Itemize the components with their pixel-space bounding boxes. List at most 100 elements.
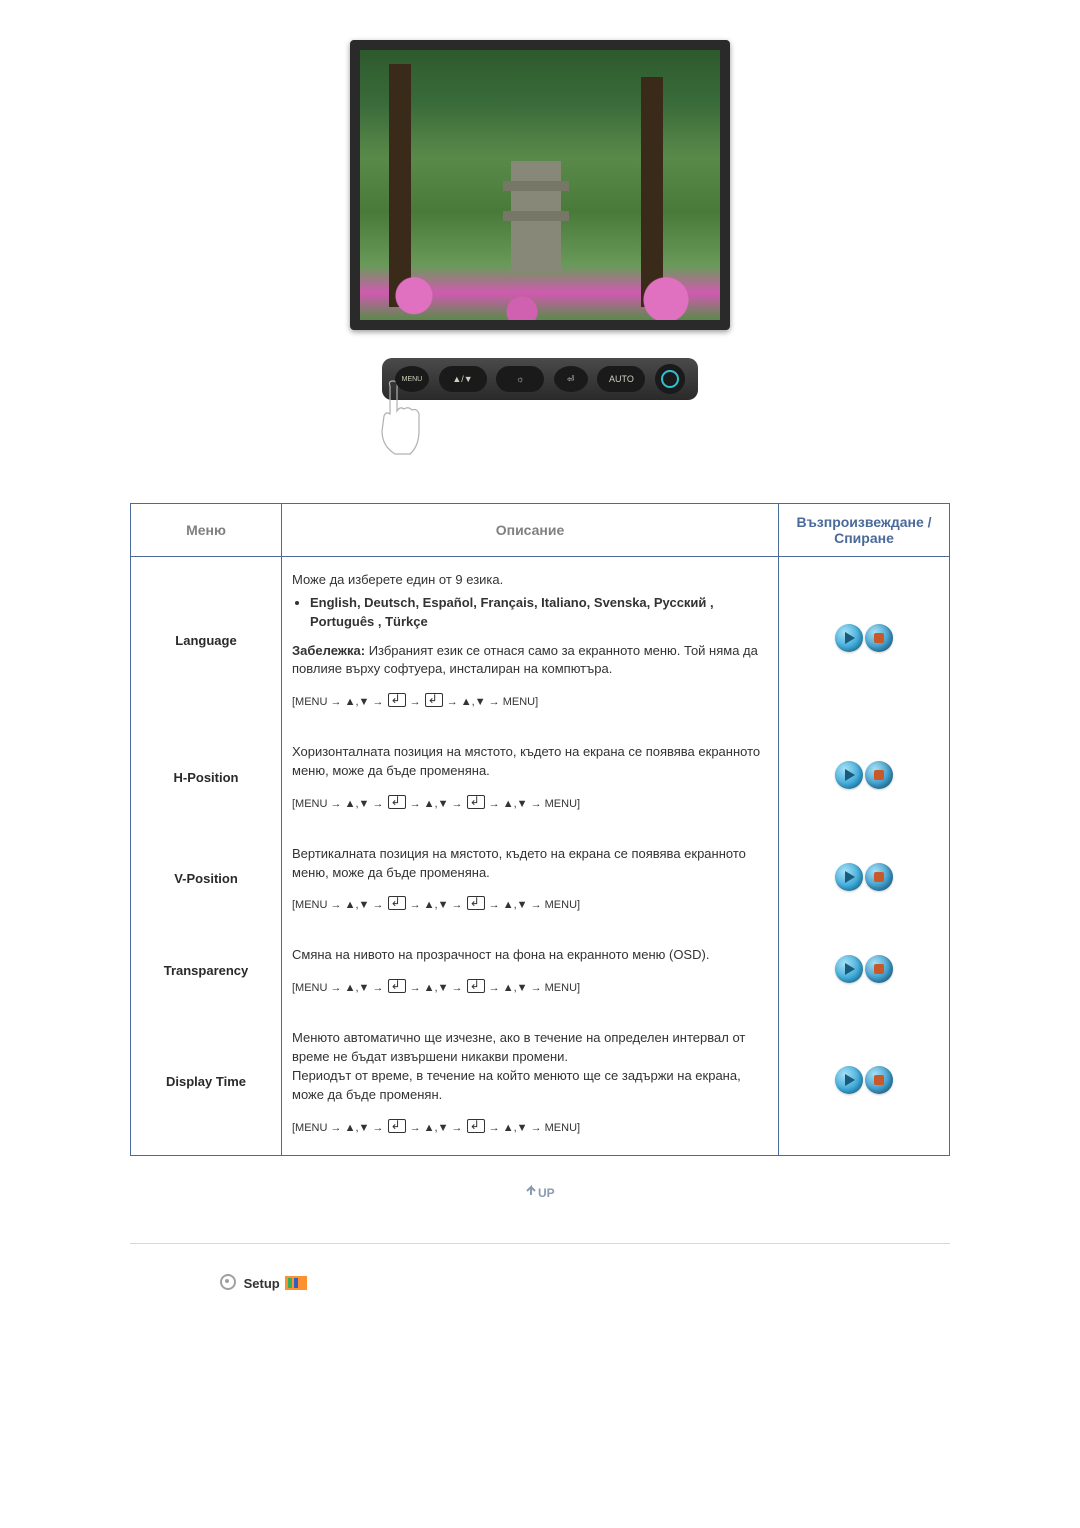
path-seg: → ▲,▼ → [407,798,466,810]
col-menu: Меню [131,504,282,557]
path-seg: → ▲,▼ → MENU] [486,1122,581,1134]
nav-path: [MENU → ▲,▼ → → ▲,▼ → → ▲,▼ → MENU] [292,795,768,813]
brightness-icon: ☼ [516,374,524,384]
table-row: H-Position Хоризонталната позиция на мяс… [131,729,950,831]
play-stop-cell [779,557,950,730]
flowers [360,239,720,320]
updown-button[interactable]: ▲/▼ [439,366,487,392]
path-seg: → ▲,▼ → MENU] [486,982,581,994]
table-row: V-Position Вертикалната позиция на място… [131,831,950,933]
path-seg: ▲,▼ → [345,1122,387,1134]
enter-icon [467,795,485,809]
path-seg: → [407,696,424,708]
enter-icon [425,693,443,707]
nav-path: [MENU → ▲,▼ → → ▲,▼ → → ▲,▼ → MENU] [292,1119,768,1137]
play-button[interactable] [835,863,863,891]
play-stop-cell [779,932,950,1015]
enter-icon [388,693,406,707]
enter-icon [467,979,485,993]
col-description: Описание [282,504,779,557]
menu-name: V-Position [131,831,282,933]
desc-text: Смяна на нивото на прозрачност на фона н… [292,946,768,965]
menu-name: Transparency [131,932,282,1015]
desc-text: Може да изберете един от 9 езика. [292,571,768,590]
path-seg: ▲,▼ → [345,798,387,810]
divider [130,1243,950,1244]
menu-desc: Вертикалната позиция на мястото, където … [282,831,779,933]
monitor-preview [130,40,950,333]
menu-name: Display Time [131,1015,282,1155]
table-row: Display Time Менюто автоматично ще изчез… [131,1015,950,1155]
monitor-frame [350,40,730,330]
play-stop-cell [779,729,950,831]
monitor-photo [360,50,720,320]
setup-swatch-icon [285,1276,307,1290]
enter-icon [467,896,485,910]
path-seg: → ▲,▼ → MENU] [444,696,539,708]
updown-label: ▲/▼ [452,374,472,384]
desc-text: Вертикалната позиция на мястото, където … [292,845,768,883]
menu-desc: Може да изберете един от 9 езика. Englis… [282,557,779,730]
stop-button[interactable] [865,624,893,652]
path-seg: → ▲,▼ → MENU] [486,798,581,810]
play-button[interactable] [835,761,863,789]
nav-path: [MENU → ▲,▼ → → ▲,▼ → → ▲,▼ → MENU] [292,979,768,997]
nav-path: [MENU → ▲,▼ → → → ▲,▼ → MENU] [292,693,768,711]
enter-icon [388,979,406,993]
enter-icon [388,1119,406,1133]
desc-note: Забележка: Избраният език се отнася само… [292,642,768,680]
desc-text: Хоризонталната позиция на мястото, къдет… [292,743,768,781]
path-seg: ▲,▼ → [345,982,387,994]
path-seg: [MENU → [292,696,345,708]
enter-icon [467,1119,485,1133]
path-seg: → ▲,▼ → [407,982,466,994]
setup-section-header: Setup [130,1274,950,1291]
play-stop-cell [779,1015,950,1155]
menu-desc: Смяна на нивото на прозрачност на фона н… [282,932,779,1015]
languages-list: English, Deutsch, Español, Français, Ita… [310,594,768,632]
stop-button[interactable] [865,863,893,891]
table-row: Language Може да изберете един от 9 език… [131,557,950,730]
enter-icon-label: ⏎ [567,374,575,385]
play-stop-cell [779,831,950,933]
power-button[interactable] [655,364,685,394]
up-icon: UP [523,1181,557,1203]
menu-desc: Менюто автоматично ще изчезне, ако в теч… [282,1015,779,1155]
stop-button[interactable] [865,761,893,789]
stop-button[interactable] [865,1066,893,1094]
play-button[interactable] [835,624,863,652]
path-seg: ▲,▼ → [345,899,387,911]
bullet-icon [220,1274,236,1290]
up-label: UP [538,1186,555,1200]
path-seg: [MENU → [292,899,345,911]
menu-desc: Хоризонталната позиция на мястото, къдет… [282,729,779,831]
path-seg: → ▲,▼ → MENU] [486,899,581,911]
path-seg: [MENU → [292,798,345,810]
menu-name: H-Position [131,729,282,831]
menu-button-label: MENU [402,376,423,383]
auto-button[interactable]: AUTO [597,366,645,392]
table-row: Transparency Смяна на нивото на прозрачн… [131,932,950,1015]
monitor-controls: MENU ▲/▼ ☼ ⏎ AUTO [130,358,950,468]
enter-icon [388,896,406,910]
note-label: Забележка: [292,643,365,658]
path-seg: [MENU → [292,982,345,994]
auto-label: AUTO [609,374,634,384]
desc-text-extra: Периодът от време, в течение на който ме… [292,1067,768,1105]
brightness-button[interactable]: ☼ [496,366,544,392]
nav-path: [MENU → ▲,▼ → → ▲,▼ → → ▲,▼ → MENU] [292,896,768,914]
play-button[interactable] [835,1066,863,1094]
path-seg: [MENU → [292,1122,345,1134]
enter-icon [388,795,406,809]
play-button[interactable] [835,955,863,983]
section-label: Setup [244,1276,280,1291]
path-seg: ▲,▼ → [345,696,387,708]
stop-button[interactable] [865,955,893,983]
back-to-top[interactable]: UP [130,1181,950,1203]
menu-button[interactable]: MENU [395,366,429,392]
path-seg: → ▲,▼ → [407,899,466,911]
menu-name: Language [131,557,282,730]
enter-button[interactable]: ⏎ [554,366,588,392]
desc-text: Менюто автоматично ще изчезне, ако в теч… [292,1029,768,1067]
path-seg: → ▲,▼ → [407,1122,466,1134]
